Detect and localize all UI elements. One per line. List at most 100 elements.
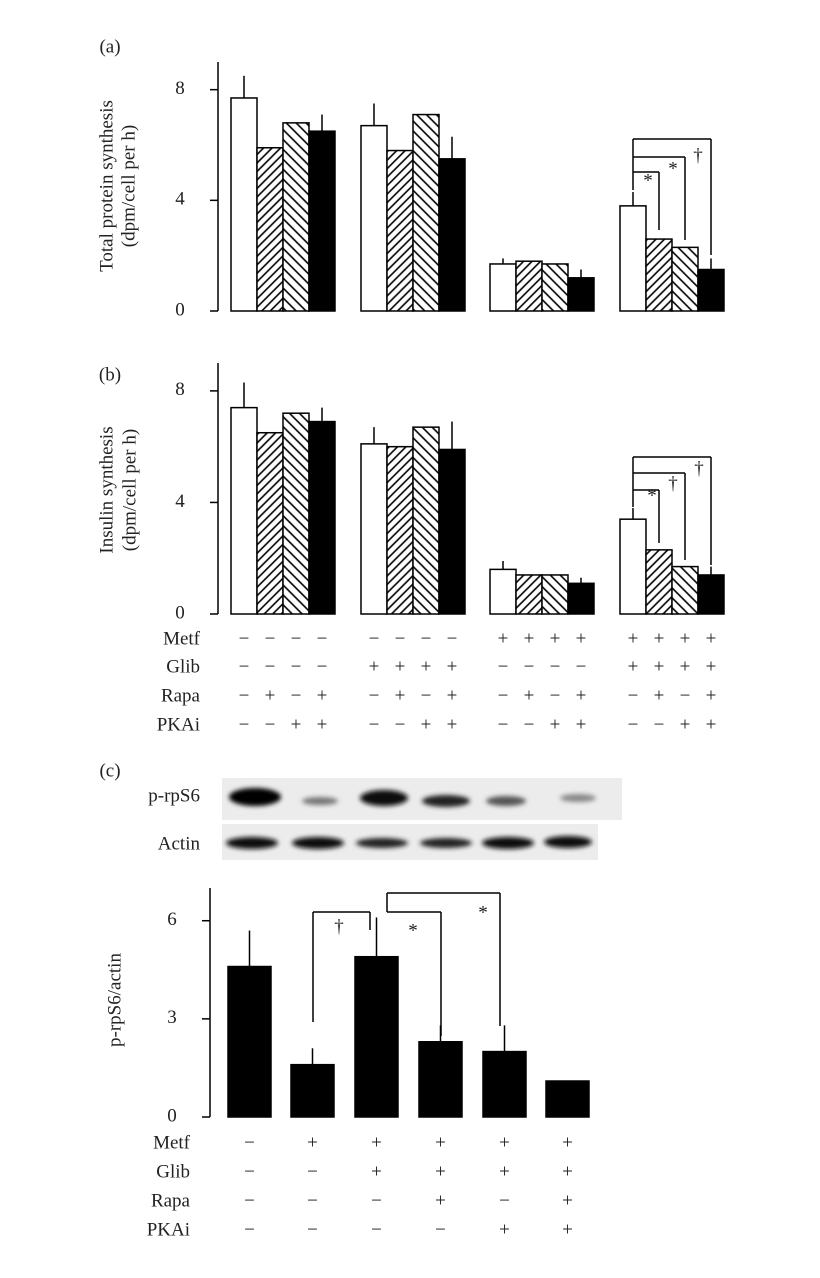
condition-sign: + [706,656,717,677]
condition-label: Metf [163,628,201,649]
bar [412,113,440,312]
condition-sign: − [421,685,432,706]
condition-sign: − [239,656,250,677]
bar [545,1080,590,1118]
blot-band [229,788,281,806]
condition-sign: + [562,1190,573,1211]
bar [671,246,699,312]
bar [386,445,414,615]
panel-label: (c) [99,760,120,781]
condition-sign: − [628,685,639,706]
bar [515,260,543,312]
condition-sign: + [447,685,458,706]
y-tick-label: 0 [175,299,185,320]
condition-label: Rapa [151,1190,191,1211]
condition-sign: − [421,628,432,649]
condition-sign: + [499,1132,510,1153]
bar [619,205,647,312]
panel-label: (b) [99,364,121,385]
condition-label: PKAi [157,714,200,735]
condition-sign: − [498,656,509,677]
condition-sign: + [680,714,691,735]
condition-sign: + [447,656,458,677]
condition-sign: + [265,685,276,706]
condition-label: Glib [166,656,200,677]
condition-sign: − [550,656,561,677]
bar [515,574,543,615]
bar [567,277,595,312]
condition-sign: − [369,714,380,735]
condition-sign: + [435,1161,446,1182]
condition-sign: + [435,1190,446,1211]
bar [360,443,388,615]
condition-sign: + [524,628,535,649]
blot-band [292,837,344,849]
condition-sign: + [562,1161,573,1182]
condition-sign: + [576,685,587,706]
y-tick-label: 0 [167,1105,177,1126]
blot-band [486,796,526,806]
condition-sign: + [550,628,561,649]
condition-sign: + [499,1219,510,1240]
blot-strip [222,824,598,860]
blot-band [420,838,472,848]
condition-sign: + [706,628,717,649]
y-axis-label: Total protein synthesis [96,100,117,272]
condition-label: PKAi [147,1219,190,1240]
bar [418,1041,463,1118]
condition-sign: − [239,685,250,706]
bar [308,130,336,312]
condition-sign: − [680,685,691,706]
condition-sign: + [654,656,665,677]
y-axis-label: Insulin synthesis [96,426,117,553]
condition-sign: − [395,628,406,649]
blot-band [226,837,278,849]
significance-mark: * [408,920,418,941]
bar [541,263,569,312]
condition-sign: + [291,714,302,735]
condition-sign: − [498,685,509,706]
condition-sign: + [562,1132,573,1153]
panel-label: (a) [99,36,120,57]
bar [489,568,517,615]
significance-mark: † [693,145,703,166]
condition-sign: − [369,628,380,649]
condition-sign: + [369,656,380,677]
condition-sign: − [244,1132,255,1153]
condition-sign: + [371,1132,382,1153]
condition-sign: + [371,1161,382,1182]
condition-sign: − [524,714,535,735]
significance-mark: * [478,902,488,923]
condition-sign: + [395,656,406,677]
condition-sign: − [498,714,509,735]
condition-sign: + [499,1161,510,1182]
blot-band [360,790,408,806]
condition-sign: − [291,685,302,706]
bar [282,122,310,312]
bar [697,268,725,312]
condition-sign: + [680,628,691,649]
condition-sign: − [291,628,302,649]
condition-sign: + [680,656,691,677]
condition-sign: + [576,714,587,735]
condition-sign: + [435,1132,446,1153]
y-tick-label: 4 [175,491,185,512]
western-blot: p-rpS6 Actin [148,778,622,860]
condition-sign: − [499,1190,510,1211]
condition-sign: − [291,656,302,677]
y-axis-label: (dpm/cell per h) [118,125,139,247]
blot-band [302,797,338,805]
condition-sign: − [239,628,250,649]
blot-label: p-rpS6 [148,785,200,806]
y-axis-label: (dpm/cell per h) [119,429,140,551]
condition-label: Metf [153,1132,191,1153]
bar [256,431,284,615]
bar [227,965,272,1118]
condition-sign: + [317,685,328,706]
condition-sign: − [244,1219,255,1240]
condition-sign: − [244,1190,255,1211]
condition-sign: − [369,685,380,706]
y-tick-label: 3 [167,1007,177,1028]
